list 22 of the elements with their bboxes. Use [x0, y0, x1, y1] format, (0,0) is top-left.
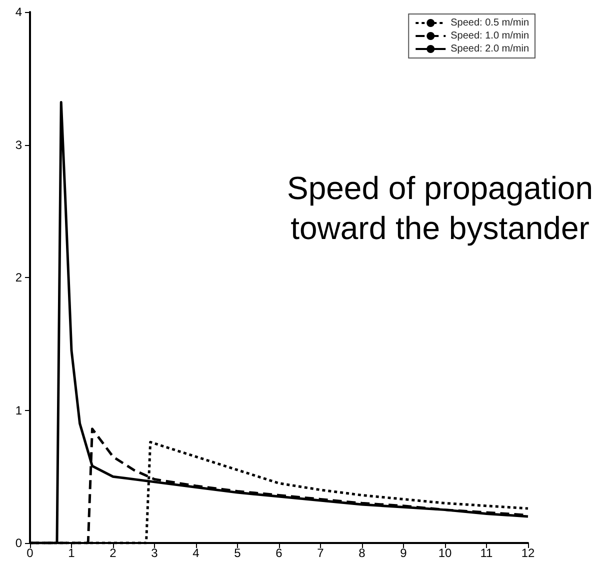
- legend-label: Speed: 1.0 m/min: [450, 30, 529, 42]
- legend-label: Speed: 0.5 m/min: [450, 18, 529, 28]
- legend-label: Speed: 2.0 m/min: [450, 44, 529, 54]
- x-tick-label: 11: [480, 546, 494, 560]
- x-tick-label: 1: [68, 546, 76, 560]
- x-tick-label: 4: [192, 546, 200, 560]
- x-tick-label: 0: [26, 546, 34, 560]
- y-tick-label: 4: [15, 5, 22, 19]
- x-tick-label: 12: [521, 546, 535, 560]
- x-tick-label: 7: [317, 546, 324, 560]
- x-tick-label: 9: [400, 546, 408, 560]
- x-tick-label: 6: [276, 546, 283, 560]
- y-tick-label: 3: [15, 138, 22, 152]
- y-tick-label: 0: [15, 536, 22, 550]
- x-tick-label: 5: [234, 546, 242, 560]
- x-tick-label: 3: [151, 546, 158, 560]
- annotation: Speed of propagation toward the bystander: [286, 170, 594, 246]
- y-tick-label: 2: [15, 270, 22, 284]
- x-tick-label: 8: [358, 546, 366, 560]
- x-tick-label: 2: [110, 546, 117, 560]
- y-tick-label: 1: [15, 403, 22, 418]
- x-tick-label: 10: [438, 546, 452, 560]
